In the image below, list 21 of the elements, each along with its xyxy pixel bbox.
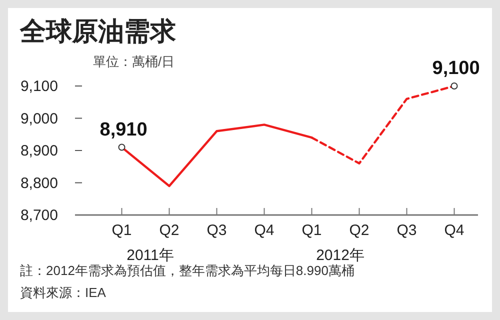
y-tick-label: 8,800 [20, 174, 58, 192]
x-tick-label: Q1 [302, 222, 322, 239]
x-tick-label: Q2 [349, 222, 370, 239]
text: 註：2012年需求為預估值，整年需求為平均每日8.990萬桶 [20, 263, 354, 278]
x-tick-label: Q2 [159, 222, 180, 239]
data-label: 9,100 [432, 58, 480, 79]
x-tick-label: Q3 [396, 222, 417, 239]
y-tick-label: 9,000 [20, 110, 58, 128]
text: 2011年 [126, 247, 174, 264]
y-tick-label: 8,900 [20, 142, 58, 160]
y-tick-label: 9,100 [20, 78, 58, 95]
x-tick-label: Q4 [254, 222, 274, 239]
y-axis-title: 單位：萬桶/日 [93, 54, 175, 69]
chart-title: 全球原油需求 [19, 16, 177, 46]
x-tick-label: Q3 [206, 222, 227, 239]
x-tick-label: Q4 [444, 222, 464, 239]
data-label: 8,910 [100, 119, 148, 140]
x-tick-label: Q1 [112, 222, 132, 239]
text: 2012年 [316, 247, 364, 264]
y-tick-label: 8,700 [20, 207, 58, 224]
source-note: 資料來源：IEA [20, 285, 106, 300]
